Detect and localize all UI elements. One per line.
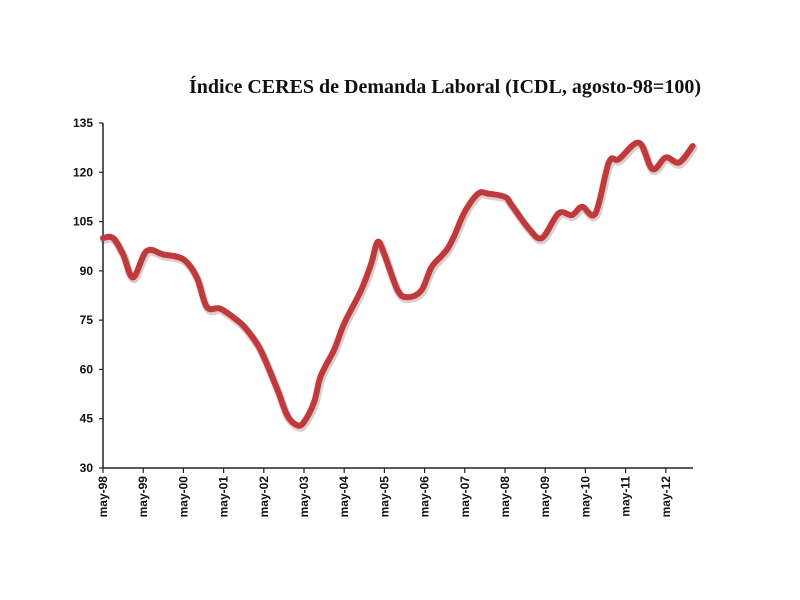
series-line-icdl — [100, 139, 696, 429]
x-tick-label: may-01 — [217, 476, 231, 518]
x-tick-label: may-02 — [257, 476, 271, 518]
y-tick-label: 30 — [80, 461, 94, 475]
x-tick-label: may-05 — [377, 476, 391, 518]
x-tick-label: may-10 — [578, 476, 592, 518]
y-tick-label: 45 — [80, 412, 94, 426]
y-tick-label: 60 — [80, 362, 94, 376]
x-tick-label: may-00 — [176, 476, 190, 518]
chart-title: Índice CERES de Demanda Laboral (ICDL, a… — [189, 76, 701, 98]
y-tick-label: 75 — [80, 313, 94, 327]
x-tick-label: may-03 — [297, 476, 311, 518]
x-tick-label: may-08 — [498, 476, 512, 518]
x-tick-label: may-11 — [619, 476, 633, 517]
y-tick-label: 90 — [80, 264, 94, 278]
y-tick-label: 120 — [73, 165, 93, 179]
y-tick-label: 135 — [73, 116, 93, 130]
x-tick-label: may-09 — [538, 476, 552, 518]
y-tick-label: 105 — [73, 215, 93, 229]
x-tick-label: may-12 — [659, 476, 673, 518]
x-tick-label: may-07 — [458, 476, 472, 518]
x-tick-label: may-04 — [337, 476, 351, 518]
x-tick-label: may-06 — [418, 476, 432, 518]
x-tick-label: may-98 — [96, 476, 110, 518]
x-tick-label: may-99 — [136, 476, 150, 518]
